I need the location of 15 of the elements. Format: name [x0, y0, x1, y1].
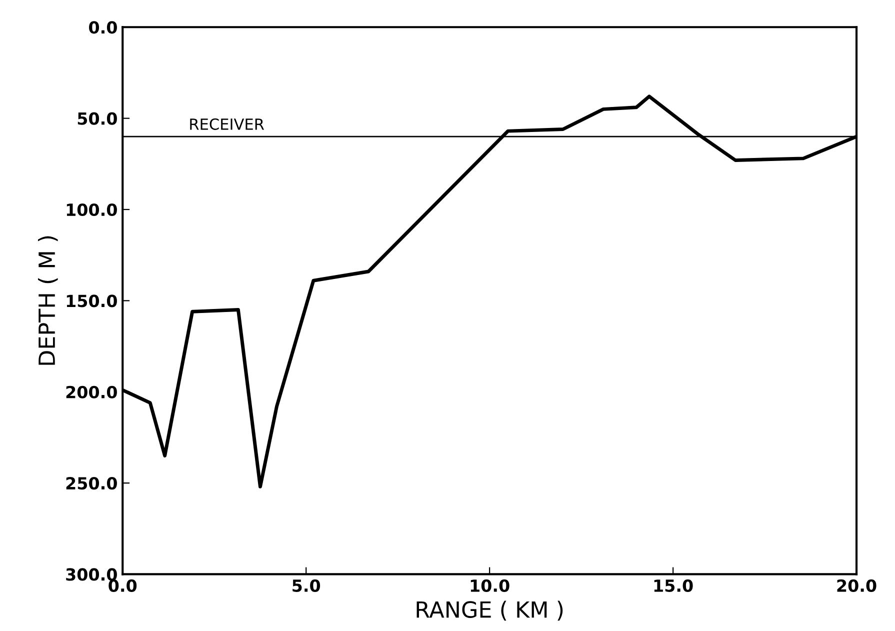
y-tick-label: 150.0: [66, 294, 117, 308]
y-tick-label: 200.0: [66, 386, 117, 398]
x-tick-label: 0.0: [108, 579, 137, 592]
x-tick-label: 20.0: [837, 579, 876, 592]
x-tick-label: 15.0: [654, 579, 693, 592]
x-axis-title: RANGE ( KM ): [416, 600, 563, 621]
y-tick-label: 50.0: [78, 112, 117, 125]
y-tick-label: 250.0: [66, 476, 117, 490]
ref-line-label: RECEIVER: [190, 118, 264, 130]
x-tick-label: 5.0: [292, 579, 320, 592]
y-tick-label: 100.0: [66, 203, 117, 216]
y-axis-title: DEPTH ( M ): [38, 236, 58, 365]
y-tick-label: 300.0: [66, 568, 117, 581]
x-tick-label: 10.0: [470, 579, 510, 592]
y-tick-label: 0.0: [89, 21, 117, 34]
